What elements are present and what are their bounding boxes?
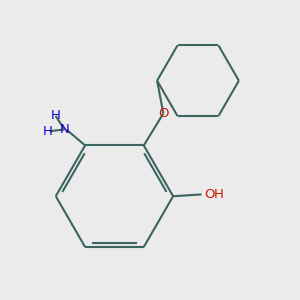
Text: H: H xyxy=(43,125,53,138)
Text: O: O xyxy=(204,188,215,201)
Text: H: H xyxy=(213,188,223,201)
Text: O: O xyxy=(158,107,169,120)
Text: H: H xyxy=(51,110,61,122)
Text: N: N xyxy=(60,123,69,136)
